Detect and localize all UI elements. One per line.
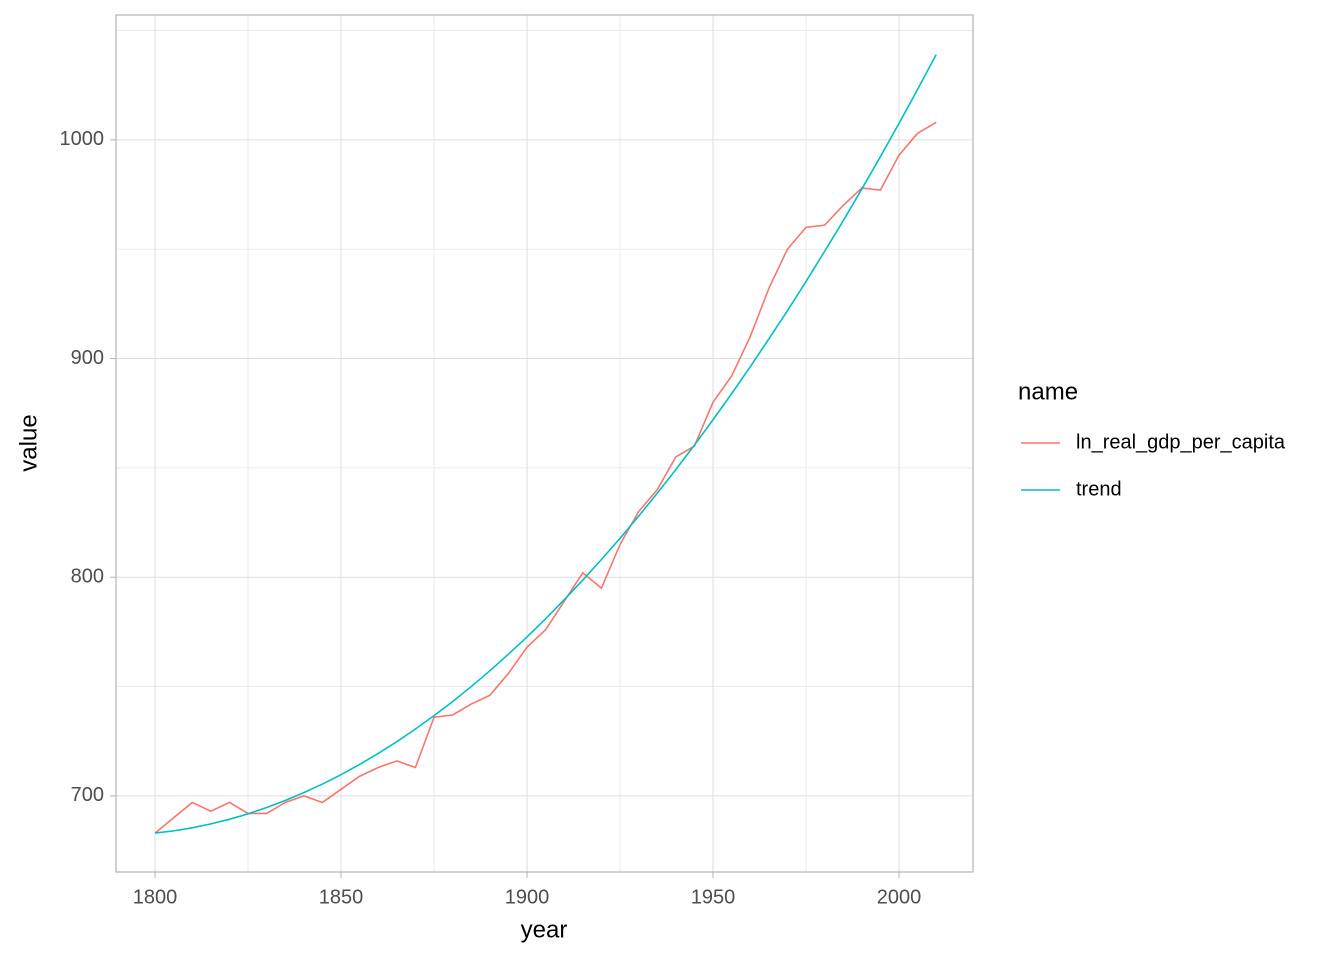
legend-label: ln_real_gdp_per_capita xyxy=(1076,431,1286,453)
x-tick-label: 1800 xyxy=(133,886,178,908)
legend-title: name xyxy=(1018,378,1078,405)
series-line xyxy=(154,121,937,834)
x-tick-label: 1900 xyxy=(505,886,550,908)
series-line xyxy=(154,54,937,834)
x-tick-label: 1850 xyxy=(319,886,364,908)
y-tick-label: 800 xyxy=(71,566,104,588)
x-tick-label: 2000 xyxy=(877,886,922,908)
y-tick-label: 1000 xyxy=(60,128,105,150)
legend-label: trend xyxy=(1076,478,1122,500)
y-axis-title: value xyxy=(15,414,42,471)
y-tick-label: 700 xyxy=(71,784,104,806)
panel-border xyxy=(115,14,974,873)
y-tick-label: 900 xyxy=(71,347,104,369)
x-axis-title: year xyxy=(521,916,568,943)
x-tick-label: 1950 xyxy=(691,886,736,908)
